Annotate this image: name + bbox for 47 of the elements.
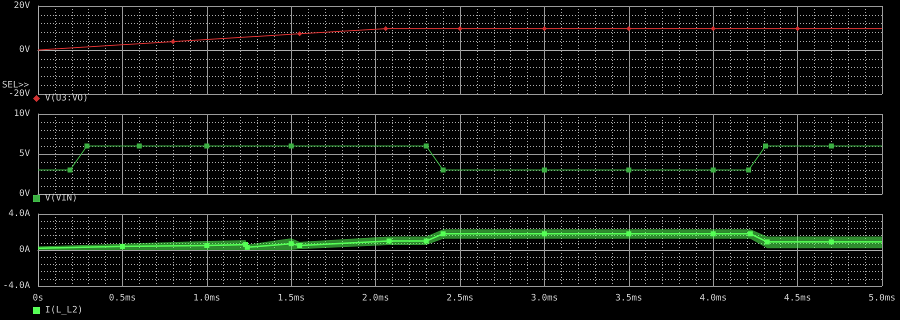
point	[626, 231, 632, 236]
point	[710, 231, 716, 236]
x-tick-label: 4.5ms	[784, 294, 812, 304]
x-tick-label: 0s	[32, 294, 44, 304]
legend-label: V(U3:VO)	[45, 94, 88, 104]
x-tick-label: 2.5ms	[446, 294, 474, 304]
x-tick-label: 4.0ms	[700, 294, 727, 304]
x-tick-label: 3.0ms	[530, 294, 558, 304]
point	[204, 243, 210, 248]
point	[424, 238, 429, 244]
point	[795, 26, 800, 32]
legend-label: V(VIN)	[45, 194, 78, 204]
point	[710, 26, 716, 32]
legend-label: I(L_L2)	[45, 306, 83, 316]
point	[764, 239, 770, 244]
point	[542, 231, 547, 236]
x-tick-label: 1.0ms	[193, 294, 220, 304]
x-tick-label: 2.0ms	[362, 294, 390, 304]
point	[542, 26, 547, 32]
point	[458, 26, 462, 32]
point	[297, 31, 302, 36]
x-tick-label: 0.5ms	[108, 294, 136, 304]
y-tick-label: 5V	[19, 149, 31, 159]
point	[383, 26, 388, 32]
point	[440, 231, 446, 236]
x-tick-label: 1.5ms	[278, 294, 305, 304]
y-tick-label: 10V	[14, 109, 31, 119]
point	[748, 231, 753, 236]
y-tick-label: 0V	[19, 189, 31, 199]
point	[828, 239, 834, 244]
y-tick-label: -20V	[8, 89, 31, 99]
y-tick-label: 0V	[19, 45, 31, 55]
point	[244, 244, 250, 250]
point	[297, 243, 302, 248]
point	[120, 244, 125, 249]
point	[288, 241, 294, 246]
y-tick-label: 4.0A	[8, 209, 31, 219]
point	[386, 238, 392, 244]
x-tick-label: 5.0ms	[868, 294, 896, 304]
point	[170, 39, 176, 44]
text: SEL>>	[2, 80, 30, 90]
line-series	[38, 26, 882, 50]
x-tick-label: 3.5ms	[615, 294, 642, 304]
y-tick-label: 0A	[19, 245, 31, 255]
point	[626, 26, 632, 32]
y-tick-label: -4.0A	[2, 281, 31, 291]
y-tick-label: 20V	[14, 1, 31, 11]
